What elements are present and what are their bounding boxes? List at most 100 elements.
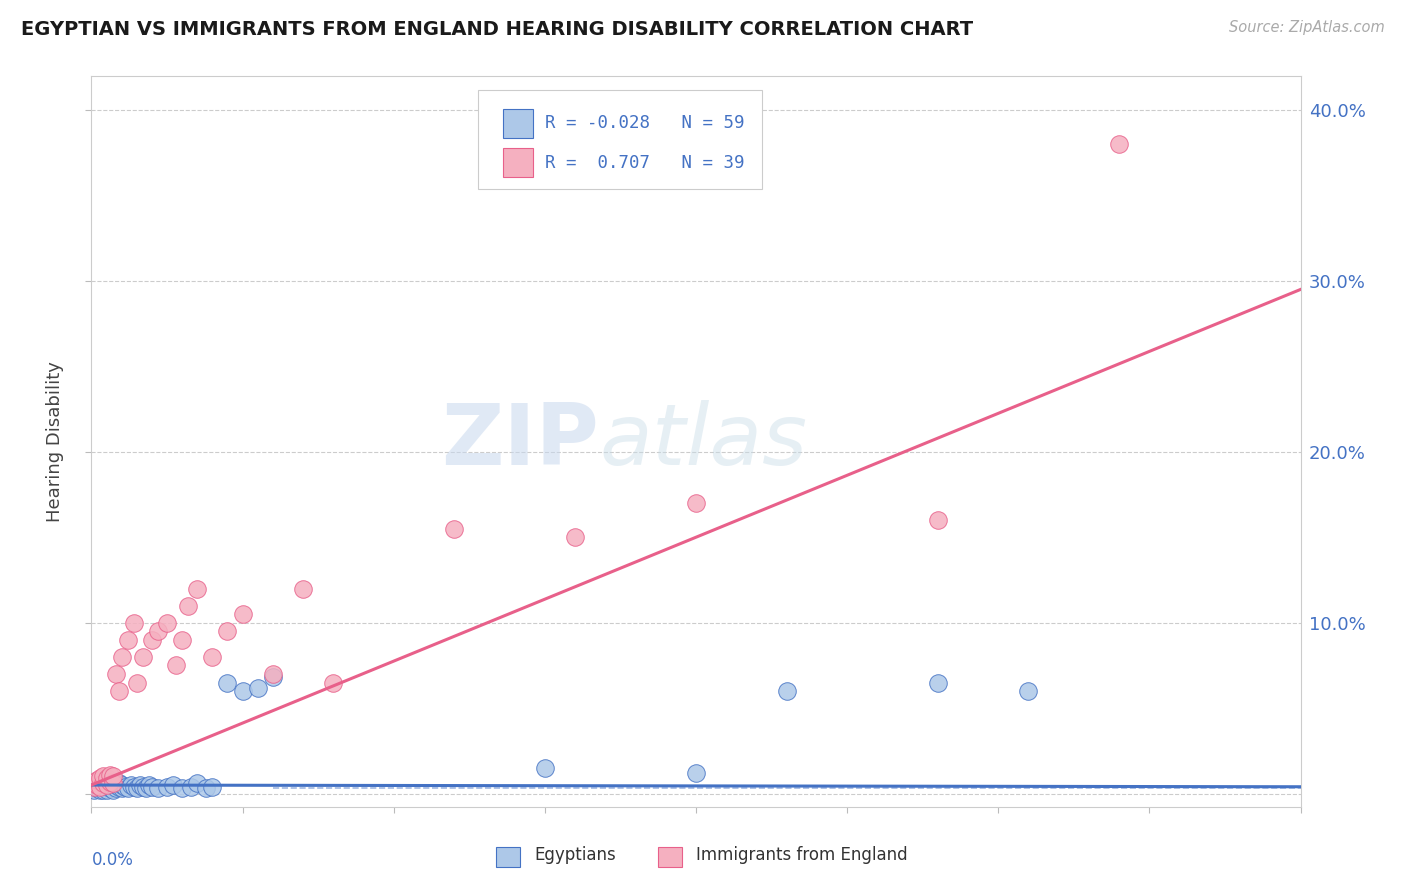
Point: [96, 776, 118, 790]
Point: [98, 768, 121, 782]
Point: [111, 649, 132, 664]
Point: [89, 771, 111, 785]
Point: [685, 496, 707, 510]
Point: [93, 776, 115, 790]
Point: [180, 780, 202, 794]
Point: [262, 667, 284, 681]
Point: [107, 684, 129, 698]
Point: [165, 658, 187, 673]
Point: [101, 776, 124, 790]
Point: [231, 684, 253, 698]
Point: [96, 783, 118, 797]
Point: [146, 624, 169, 639]
Point: [201, 649, 224, 664]
Point: [172, 781, 194, 796]
Point: [186, 582, 208, 596]
Point: [217, 624, 239, 639]
Point: [927, 675, 949, 690]
Point: [86, 781, 108, 796]
Text: 0.0%: 0.0%: [91, 851, 134, 869]
Point: [117, 781, 139, 796]
Text: R = -0.028   N = 59: R = -0.028 N = 59: [544, 114, 744, 132]
Text: Source: ZipAtlas.com: Source: ZipAtlas.com: [1229, 20, 1385, 35]
Point: [262, 670, 284, 684]
Point: [89, 778, 111, 792]
Point: [186, 776, 208, 790]
Point: [93, 778, 115, 792]
Point: [146, 781, 169, 796]
Point: [156, 780, 179, 794]
Point: [177, 599, 200, 613]
Point: [98, 774, 121, 789]
Point: [93, 781, 115, 796]
Point: [111, 781, 132, 796]
Text: atlas: atlas: [599, 400, 807, 483]
Point: [122, 780, 145, 794]
Point: [86, 774, 108, 789]
Point: [135, 781, 157, 796]
Point: [98, 774, 121, 789]
Point: [927, 513, 949, 527]
Point: [685, 766, 707, 780]
Point: [86, 778, 108, 792]
Point: [132, 780, 155, 794]
Point: [125, 675, 148, 690]
Point: [89, 780, 111, 794]
Point: [125, 781, 148, 796]
Point: [96, 771, 118, 785]
Point: [104, 778, 127, 792]
Point: [217, 675, 239, 690]
Point: [195, 781, 218, 796]
Point: [83, 774, 105, 789]
Point: [101, 783, 124, 797]
Point: [1108, 137, 1130, 152]
Point: [231, 607, 253, 622]
Point: [122, 615, 145, 630]
Point: [141, 632, 163, 647]
Point: [776, 684, 799, 698]
Point: [114, 780, 136, 794]
Point: [83, 778, 105, 792]
Point: [96, 774, 118, 789]
Point: [96, 778, 118, 792]
Point: [156, 615, 179, 630]
Point: [83, 781, 105, 796]
Point: [83, 783, 105, 797]
FancyBboxPatch shape: [478, 90, 762, 189]
Point: [86, 776, 108, 790]
Point: [89, 774, 111, 789]
FancyBboxPatch shape: [502, 148, 533, 178]
Point: [292, 582, 315, 596]
Point: [107, 780, 129, 794]
Point: [322, 675, 344, 690]
Point: [162, 778, 184, 792]
Point: [128, 778, 150, 792]
Point: [564, 530, 586, 544]
Point: [86, 772, 108, 787]
Text: Egyptians: Egyptians: [534, 846, 616, 863]
Point: [104, 667, 127, 681]
Point: [93, 770, 115, 784]
Point: [1018, 684, 1040, 698]
Point: [104, 774, 127, 789]
Text: Immigrants from England: Immigrants from England: [696, 846, 908, 863]
Point: [93, 783, 115, 797]
FancyBboxPatch shape: [502, 109, 533, 138]
Point: [101, 776, 124, 790]
Text: R =  0.707   N = 39: R = 0.707 N = 39: [544, 153, 744, 172]
Point: [533, 761, 555, 775]
Point: [111, 778, 132, 792]
Point: [117, 632, 139, 647]
Text: EGYPTIAN VS IMMIGRANTS FROM ENGLAND HEARING DISABILITY CORRELATION CHART: EGYPTIAN VS IMMIGRANTS FROM ENGLAND HEAR…: [21, 20, 973, 38]
Point: [141, 780, 163, 794]
Text: ZIP: ZIP: [441, 400, 599, 483]
Point: [138, 778, 160, 792]
Point: [201, 780, 224, 794]
Point: [86, 780, 108, 794]
Point: [246, 681, 269, 695]
Point: [96, 780, 118, 794]
Point: [172, 632, 194, 647]
Point: [89, 780, 111, 794]
Point: [120, 778, 142, 792]
Point: [107, 776, 129, 790]
